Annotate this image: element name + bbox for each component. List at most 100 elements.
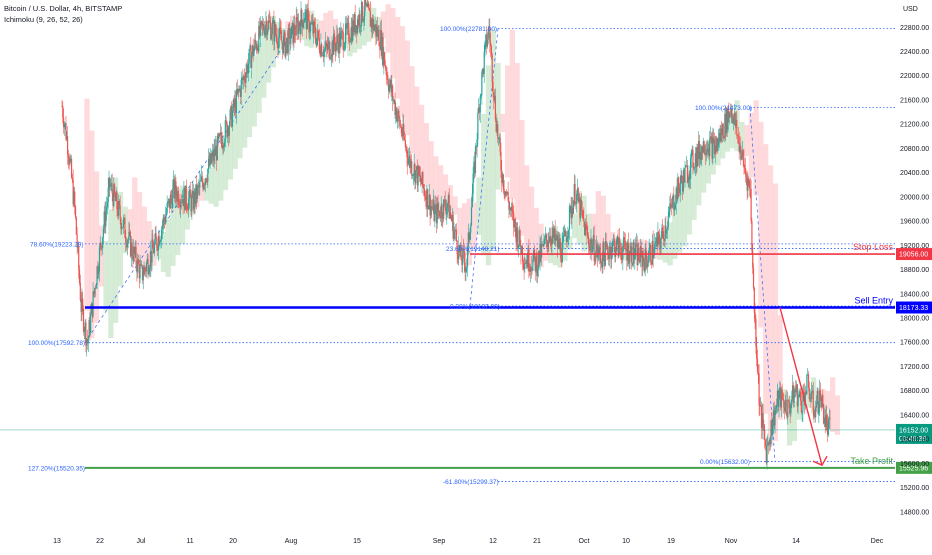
- cloud-segment: [246, 70, 253, 138]
- candle-body: [617, 236, 619, 257]
- y-tick-label: 21200.00: [900, 122, 929, 129]
- candle-body: [104, 211, 106, 227]
- candle-body: [462, 248, 465, 252]
- candle-body: [169, 194, 171, 209]
- candle-body: [427, 206, 430, 210]
- candle-body: [578, 198, 580, 202]
- candle-body: [431, 206, 433, 208]
- candle-body: [791, 385, 794, 400]
- candle-body: [408, 155, 410, 159]
- candle-body: [563, 235, 565, 236]
- candle-body: [74, 206, 77, 218]
- candle-body: [439, 210, 441, 217]
- cloud-segment: [724, 124, 731, 152]
- candle-body: [175, 181, 177, 195]
- candle-body: [440, 204, 442, 218]
- y-tick-label: 18800.00: [900, 267, 929, 274]
- candle-body: [75, 217, 77, 235]
- candle-body: [418, 166, 420, 176]
- candle-body: [529, 266, 532, 272]
- candle-body: [419, 175, 422, 182]
- candle-body: [305, 10, 307, 12]
- cloud-segment: [366, 4, 372, 42]
- candle-body: [427, 188, 429, 210]
- candle-body: [568, 206, 571, 230]
- candle-body: [813, 410, 815, 417]
- cloud-segment: [117, 192, 124, 287]
- candle-body: [590, 239, 592, 245]
- candle-body: [710, 136, 712, 139]
- candle-body: [332, 41, 334, 55]
- candle-body: [344, 43, 346, 49]
- price-axis: 14800.00 15200.00 15600.00 16000.00 16400.00…: [900, 25, 929, 517]
- candle-body: [768, 442, 770, 445]
- candle-body: [372, 18, 374, 29]
- candle-body: [709, 136, 712, 139]
- candle-body: [431, 207, 434, 210]
- cloud-segment: [237, 100, 243, 159]
- candle-body: [570, 205, 572, 219]
- y-tick-label: 21600.00: [900, 97, 929, 104]
- candle-body: [523, 264, 525, 270]
- candle-body: [558, 238, 560, 249]
- candle-body: [129, 232, 132, 257]
- candle-body: [157, 247, 159, 251]
- candle-body: [714, 145, 716, 154]
- cloud-segment: [681, 180, 688, 247]
- candle-body: [815, 402, 818, 408]
- candle-body: [678, 187, 681, 194]
- candle-body: [96, 266, 98, 285]
- candle-body: [251, 54, 253, 69]
- candle-body: [685, 165, 687, 168]
- cloud-segment: [232, 114, 238, 169]
- current-price-badge: [896, 423, 932, 444]
- candle-body: [396, 108, 398, 122]
- x-tick-label: Oct: [579, 538, 590, 545]
- candle-body: [117, 201, 120, 216]
- candle-body: [517, 227, 519, 249]
- candle-body: [333, 33, 336, 45]
- candle-body: [421, 172, 423, 185]
- cloud-segment: [533, 207, 539, 266]
- candle-body: [62, 117, 65, 128]
- candle-body: [81, 298, 83, 312]
- candle-body: [106, 207, 108, 212]
- cloud-segment: [423, 122, 429, 187]
- candle-body: [610, 247, 612, 260]
- candle-body: [208, 158, 210, 166]
- candle-body: [628, 261, 630, 264]
- candle-body: [320, 43, 322, 56]
- candle-body: [635, 243, 638, 246]
- candle-body: [84, 322, 86, 332]
- cloud-segment: [763, 144, 769, 414]
- candle-body: [513, 218, 516, 228]
- candle-body: [73, 191, 75, 205]
- candle-body: [181, 198, 183, 203]
- cloud-segment: [222, 135, 229, 191]
- candle-body: [499, 137, 501, 152]
- candle-body: [203, 184, 205, 189]
- candle-body: [173, 178, 175, 199]
- candle-body: [109, 185, 112, 187]
- candle-body: [245, 72, 247, 83]
- candle-body: [778, 390, 780, 407]
- candle-body: [484, 41, 486, 52]
- candle-body: [633, 242, 635, 260]
- candle-body: [283, 32, 285, 37]
- candle-body: [249, 45, 251, 50]
- cloud-segment: [696, 153, 702, 206]
- cloud-segment: [261, 32, 267, 98]
- candle-body: [456, 240, 458, 255]
- candle-body: [716, 138, 718, 152]
- candle-body: [141, 265, 144, 281]
- candle-body: [138, 264, 140, 279]
- candle-body: [718, 133, 720, 140]
- cloud-segment: [767, 165, 774, 446]
- candle-body: [411, 161, 413, 176]
- candle-body: [623, 237, 626, 241]
- candle-body: [384, 65, 387, 69]
- candle-body: [133, 247, 135, 261]
- candle-body: [423, 185, 425, 189]
- candle-body: [388, 84, 391, 92]
- candle-body: [444, 199, 446, 208]
